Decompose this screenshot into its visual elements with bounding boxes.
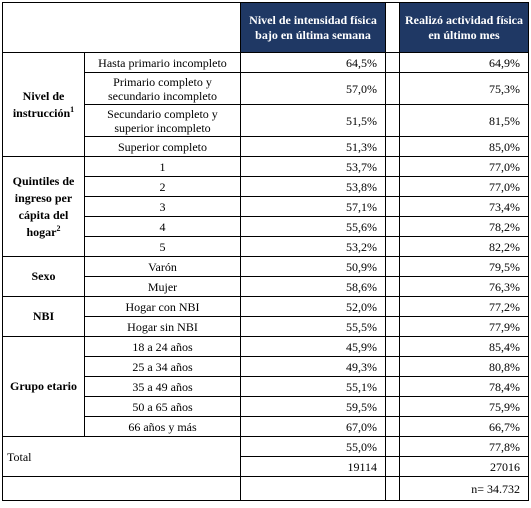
row-label: Mujer — [84, 276, 241, 297]
value-activity: 81,5% — [399, 104, 529, 137]
row-label: 25 a 34 años — [84, 356, 241, 377]
row-label: Secundario completo y superior incomplet… — [84, 104, 241, 137]
value-low-intensity: 53,8% — [240, 176, 386, 197]
row-label: 4 — [84, 216, 241, 237]
value-low-intensity: 57,0% — [240, 72, 386, 105]
value-activity: 75,9% — [399, 396, 529, 417]
value-low-intensity: 49,3% — [240, 356, 386, 377]
value-activity: 64,9% — [399, 52, 529, 73]
results-table: Nivel de intensidad física bajo en últim… — [2, 2, 529, 501]
group-sex: Sexo — [2, 256, 85, 297]
row-label: 66 años y más — [84, 416, 241, 437]
value-low-intensity: 58,6% — [240, 276, 386, 297]
value-low-intensity: 57,1% — [240, 196, 386, 217]
value-activity: 78,4% — [399, 376, 529, 397]
total-n-activity: 27016 — [399, 456, 529, 477]
value-low-intensity: 53,7% — [240, 156, 386, 177]
value-activity: 77,0% — [399, 176, 529, 197]
value-low-intensity: 52,0% — [240, 296, 386, 317]
value-low-intensity: 53,2% — [240, 236, 386, 257]
row-label: Hogar con NBI — [84, 296, 241, 317]
total-label: Total — [2, 436, 241, 477]
row-label: Hasta primario incompleto — [84, 52, 241, 73]
value-low-intensity: 51,5% — [240, 104, 386, 137]
row-label: 5 — [84, 236, 241, 257]
total-pct-low-intensity: 55,0% — [240, 436, 386, 457]
value-low-intensity: 67,0% — [240, 416, 386, 437]
row-label: 1 — [84, 156, 241, 177]
row-label: 50 a 65 años — [84, 396, 241, 417]
value-low-intensity: 59,5% — [240, 396, 386, 417]
total-n-low-intensity: 19114 — [240, 456, 386, 477]
group-income-quintiles: Quintiles de ingreso per cápita del hoga… — [2, 156, 85, 257]
total-pct-activity: 77,8% — [399, 436, 529, 457]
value-activity: 75,3% — [399, 72, 529, 105]
value-low-intensity: 55,6% — [240, 216, 386, 237]
row-label: 2 — [84, 176, 241, 197]
row-label: Hogar sin NBI — [84, 316, 241, 337]
value-activity: 76,3% — [399, 276, 529, 297]
value-low-intensity: 50,9% — [240, 256, 386, 277]
value-low-intensity: 51,3% — [240, 136, 386, 157]
row-label: 3 — [84, 196, 241, 217]
row-label: 18 a 24 años — [84, 336, 241, 357]
value-activity: 66,7% — [399, 416, 529, 437]
header-activity-month: Realizó actividad física en último mes — [399, 2, 529, 53]
header-low-intensity: Nivel de intensidad física bajo en últim… — [240, 2, 386, 53]
value-activity: 85,0% — [399, 136, 529, 157]
value-activity: 77,9% — [399, 316, 529, 337]
value-activity: 73,4% — [399, 196, 529, 217]
value-activity: 80,8% — [399, 356, 529, 377]
value-activity: 85,4% — [399, 336, 529, 357]
row-label: 35 a 49 años — [84, 376, 241, 397]
value-activity: 78,2% — [399, 216, 529, 237]
group-education: Nivel de instrucción1 — [2, 52, 85, 157]
group-nbi: NBI — [2, 296, 85, 337]
value-low-intensity: 55,1% — [240, 376, 386, 397]
value-activity: 82,2% — [399, 236, 529, 257]
value-low-intensity: 64,5% — [240, 52, 386, 73]
group-age: Grupo etario — [2, 336, 85, 437]
value-activity: 77,0% — [399, 156, 529, 177]
value-activity: 79,5% — [399, 256, 529, 277]
value-activity: 77,2% — [399, 296, 529, 317]
row-label: Primario completo y secundario incomplet… — [84, 72, 241, 105]
value-low-intensity: 55,5% — [240, 316, 386, 337]
row-label: Varón — [84, 256, 241, 277]
corner-cell — [2, 2, 241, 53]
row-label: Superior completo — [84, 136, 241, 157]
value-low-intensity: 45,9% — [240, 336, 386, 357]
total-sample-size: n= 34.732 — [399, 476, 529, 501]
gap-cell — [385, 2, 400, 53]
